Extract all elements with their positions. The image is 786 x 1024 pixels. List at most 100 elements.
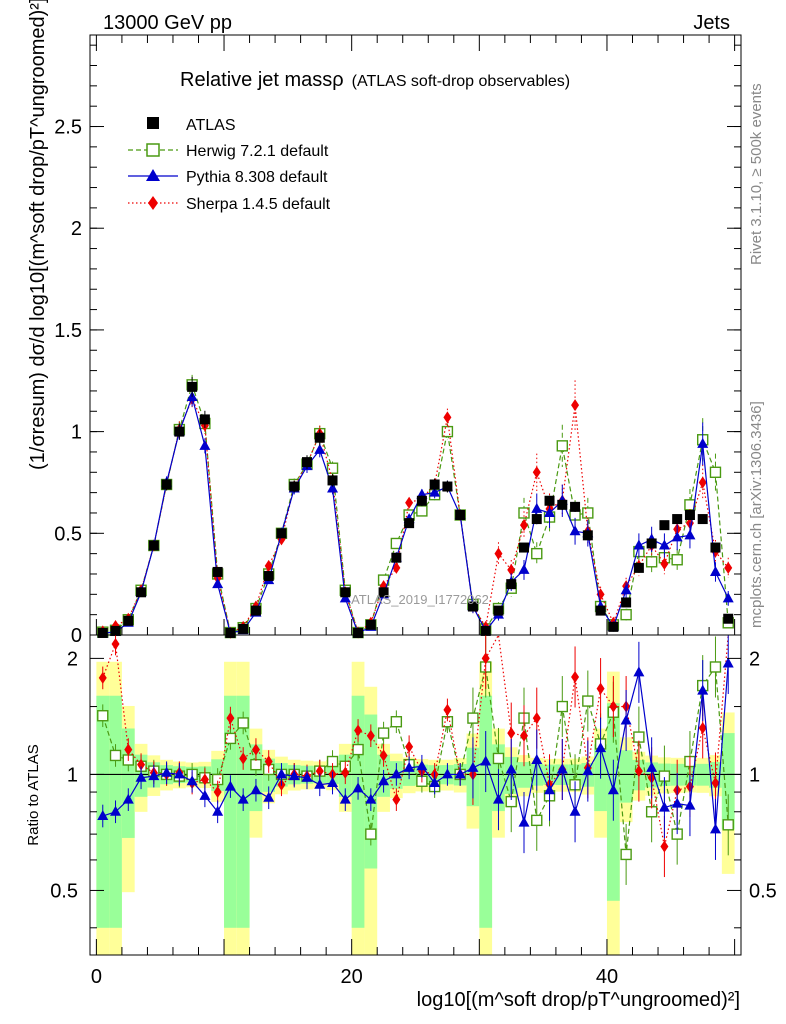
legend-marker-pythia <box>146 169 160 181</box>
legend-label-atlas: ATLAS <box>186 117 236 134</box>
pythia-point <box>301 771 313 782</box>
ratio-y-axis-label: Ratio to ATLAS <box>25 744 42 845</box>
x-tick-label: 0 <box>91 966 102 988</box>
ratio-tick-label-right: 0.5 <box>749 880 777 902</box>
atlas-point <box>672 514 683 525</box>
sherpa-point <box>98 671 107 684</box>
sherpa-point <box>443 703 452 716</box>
legend-marker-sherpa <box>148 196 158 210</box>
ratio-band-inner <box>619 750 633 803</box>
ratio-tick-label-right: 2 <box>749 648 760 670</box>
sherpa-point <box>494 547 503 560</box>
pythia-point <box>697 437 709 448</box>
x-axis-label: log10[(m^soft drop/pT^ungroomed)²] <box>417 989 740 1011</box>
side-label-top: Rivet 3.1.10, ≥ 500k events <box>748 83 765 265</box>
pythia-point <box>556 763 568 774</box>
atlas-point <box>199 414 210 425</box>
y-tick-label: 2 <box>71 218 82 240</box>
pythia-point <box>544 784 556 795</box>
herwig-point <box>620 848 632 861</box>
y-tick-label: 2.5 <box>54 117 82 139</box>
x-tick-label: 20 <box>341 966 363 988</box>
sherpa-point <box>226 712 235 725</box>
plot-title: Relative jet massρ (ATLAS soft-drop obser… <box>180 69 570 91</box>
y-tick-label: 0.5 <box>54 523 82 545</box>
herwig-point <box>556 700 568 713</box>
pythia-point <box>544 506 556 517</box>
atlas-point <box>416 495 427 506</box>
sherpa-point <box>111 637 120 650</box>
pythia-point <box>161 766 173 777</box>
watermark: ATLAS_2019_I1772062 <box>351 592 489 607</box>
herwig-point <box>620 608 632 621</box>
pythia-point <box>697 684 709 695</box>
atlas-point <box>608 621 619 632</box>
atlas-point <box>238 623 249 634</box>
pythia-point <box>365 793 377 804</box>
atlas-point <box>365 619 376 630</box>
pythia-point <box>722 657 734 668</box>
sherpa-point <box>251 743 260 756</box>
pythia-point <box>607 784 619 795</box>
sherpa-point <box>124 743 133 756</box>
atlas-point <box>480 625 491 636</box>
ratio-band-inner <box>721 733 735 830</box>
atlas-point <box>684 510 695 520</box>
pythia-point <box>97 810 109 821</box>
legend-entry-herwig: Herwig 7.2.1 default <box>128 143 329 160</box>
legend-label-pythia: Pythia 8.308 default <box>186 169 328 186</box>
pythia-point <box>327 482 339 493</box>
pythia-point <box>684 799 696 810</box>
sherpa-point <box>520 519 528 532</box>
pythia-point <box>531 502 543 513</box>
pythia-point <box>467 761 479 772</box>
herwig-point <box>250 758 262 771</box>
pythia-point <box>250 784 262 795</box>
pythia-ratio-line <box>102 663 729 830</box>
herwig-point <box>633 731 645 743</box>
atlas-point <box>378 587 389 598</box>
herwig-point <box>352 743 364 756</box>
pythia-point <box>633 666 645 677</box>
sherpa-point <box>200 773 209 786</box>
legend-label-herwig: Herwig 7.2.1 default <box>186 143 329 160</box>
atlas-point <box>327 475 338 486</box>
sherpa-point <box>634 765 643 778</box>
atlas-point <box>646 538 657 549</box>
herwig-point <box>709 466 722 478</box>
legend-label-sherpa: Sherpa 1.4.5 default <box>186 196 331 213</box>
atlas-point <box>723 613 734 624</box>
pythia-point <box>595 742 607 753</box>
pythia-point <box>454 768 466 779</box>
pythia-point <box>288 770 300 781</box>
herwig-point <box>722 819 734 831</box>
sherpa-point <box>532 712 541 725</box>
atlas-point <box>595 605 606 616</box>
atlas-point <box>531 514 542 525</box>
sherpa-point <box>660 557 669 570</box>
sherpa-point <box>379 749 388 762</box>
pythia-point <box>429 486 441 497</box>
legend-entry-atlas: ATLAS <box>147 117 236 134</box>
herwig-point <box>109 749 122 762</box>
atlas-point <box>225 627 236 638</box>
herwig-point <box>556 440 568 452</box>
axes: 00.511.522.50.5 0.51 12 20 20 40 <box>50 35 777 988</box>
ratio-band-inner <box>236 695 250 928</box>
pythia-point <box>505 763 517 774</box>
atlas-point <box>97 627 108 638</box>
atlas-point <box>340 587 351 598</box>
atlas-point <box>697 514 708 525</box>
ratio-band-inner <box>224 695 237 928</box>
pythia-point <box>339 793 351 804</box>
atlas-point <box>353 627 364 638</box>
sherpa-point <box>507 727 516 740</box>
pythia-point <box>709 823 721 834</box>
sherpa-point <box>698 476 707 489</box>
herwig-point <box>531 814 543 827</box>
pythia-point <box>684 529 696 540</box>
pythia-point <box>135 771 147 782</box>
legend-entry-sherpa: Sherpa 1.4.5 default <box>128 196 331 213</box>
herwig-point <box>365 828 377 840</box>
